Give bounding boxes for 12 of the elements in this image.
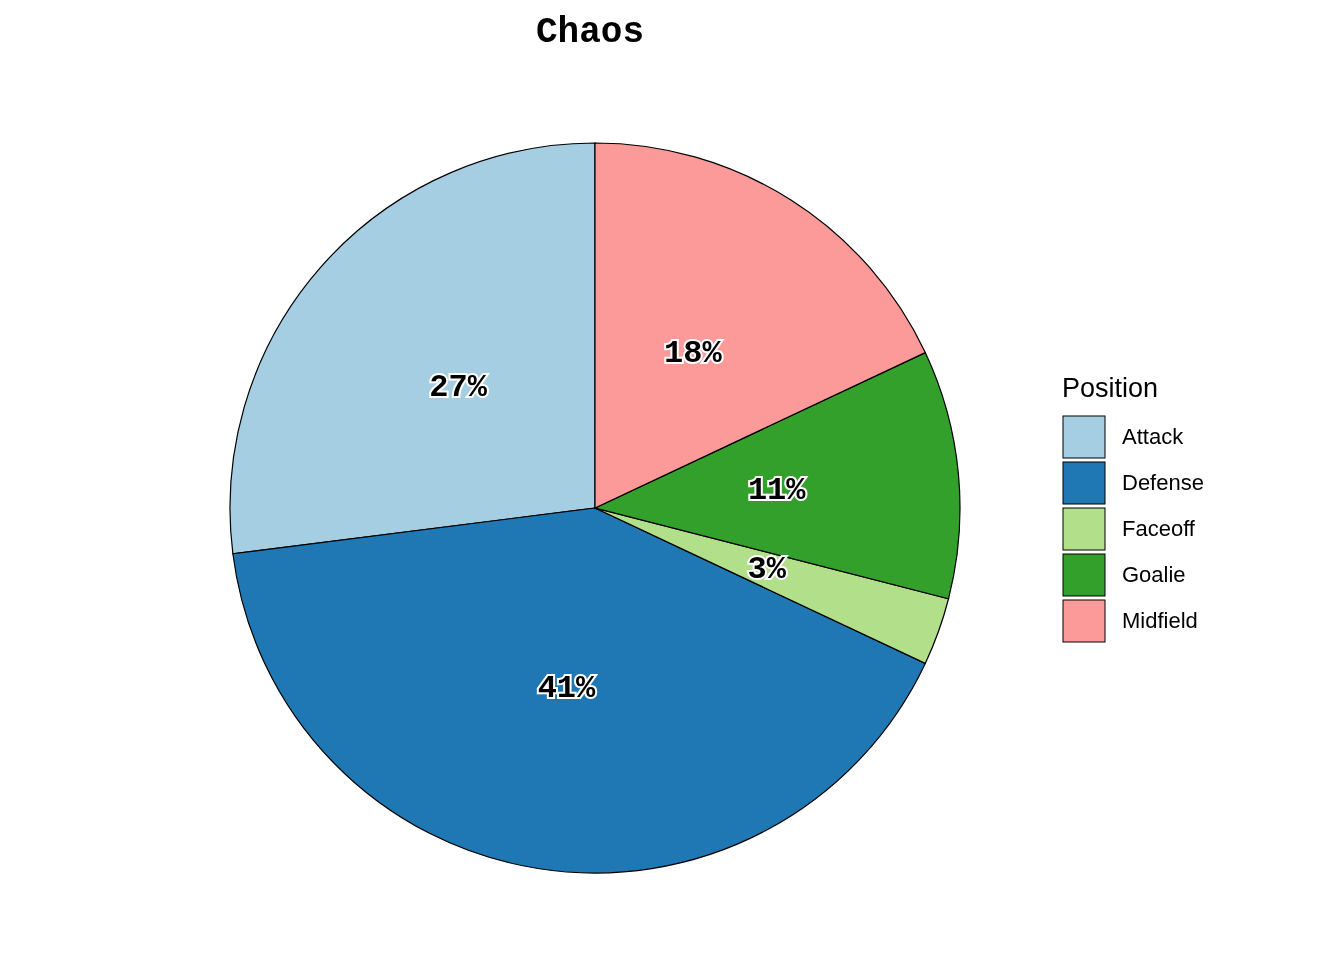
legend-label: Attack xyxy=(1122,424,1184,450)
legend-label: Midfield xyxy=(1122,608,1198,634)
chart-title: Chaos xyxy=(535,12,645,53)
legend-title: Position xyxy=(1062,373,1160,404)
data-label: 11% xyxy=(747,472,807,510)
data-label: 41% xyxy=(537,669,597,707)
legend-label: Goalie xyxy=(1122,562,1186,588)
data-label: 27% xyxy=(429,368,488,406)
legend-label: Defense xyxy=(1122,470,1204,496)
legend-label: Faceoff xyxy=(1122,516,1195,542)
data-label: 18% xyxy=(663,335,723,373)
data-label: 3% xyxy=(747,551,787,589)
